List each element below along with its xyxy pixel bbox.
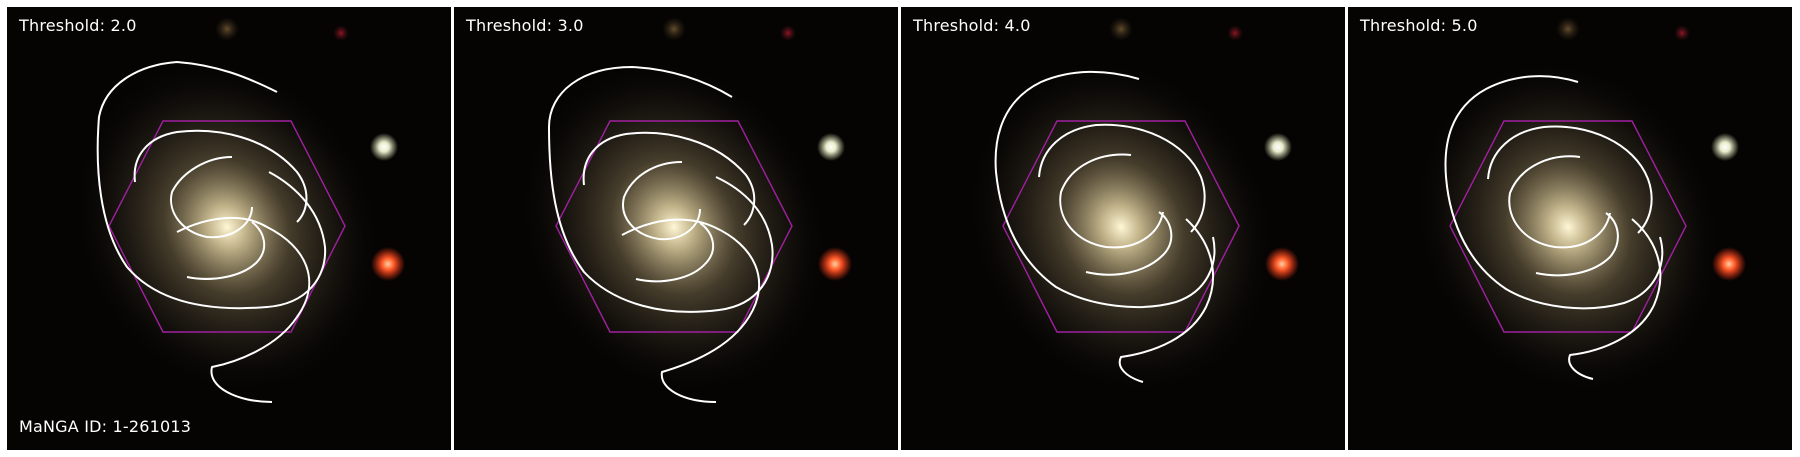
arm-contours: [994, 70, 1216, 383]
faint-source: [215, 17, 239, 41]
white-star: [1711, 133, 1739, 161]
faint-red-source: [333, 25, 349, 41]
red-star: [371, 247, 405, 281]
arm-contours: [1444, 75, 1664, 380]
threshold-label: Threshold: 4.0: [913, 16, 1031, 35]
faint-red-source: [1227, 25, 1243, 41]
red-star: [818, 247, 852, 281]
galaxy-disk: [1411, 57, 1725, 397]
arm-contours: [96, 61, 327, 403]
galaxy-panel-4: Threshold: 5.0: [1348, 7, 1792, 450]
white-star: [370, 133, 398, 161]
white-star: [817, 133, 845, 161]
red-star: [1265, 247, 1299, 281]
faint-source: [1109, 17, 1133, 41]
ifu-hexagon: [108, 120, 346, 333]
red-star: [1712, 247, 1746, 281]
threshold-label: Threshold: 3.0: [466, 16, 584, 35]
faint-source: [1556, 17, 1580, 41]
faint-red-source: [780, 25, 796, 41]
galaxy-panel-3: Threshold: 4.0: [901, 7, 1345, 450]
galaxy-image: [1348, 7, 1792, 450]
faint-source: [662, 17, 686, 41]
galaxy-disk: [70, 57, 384, 397]
threshold-label: Threshold: 2.0: [19, 16, 137, 35]
galaxy-image: [7, 7, 451, 450]
faint-red-source: [1674, 25, 1690, 41]
galaxy-panel-2: Threshold: 3.0: [454, 7, 898, 450]
white-star: [1264, 133, 1292, 161]
galaxy-disk: [964, 57, 1278, 397]
galaxy-panel-1: Threshold: 2.0 MaNGA ID: 1-261013: [7, 7, 451, 450]
galaxy-id-label: MaNGA ID: 1-261013: [19, 417, 192, 436]
arm-contours: [548, 66, 774, 403]
galaxy-image: [454, 7, 898, 450]
threshold-label: Threshold: 5.0: [1360, 16, 1478, 35]
galaxy-image: [901, 7, 1345, 450]
